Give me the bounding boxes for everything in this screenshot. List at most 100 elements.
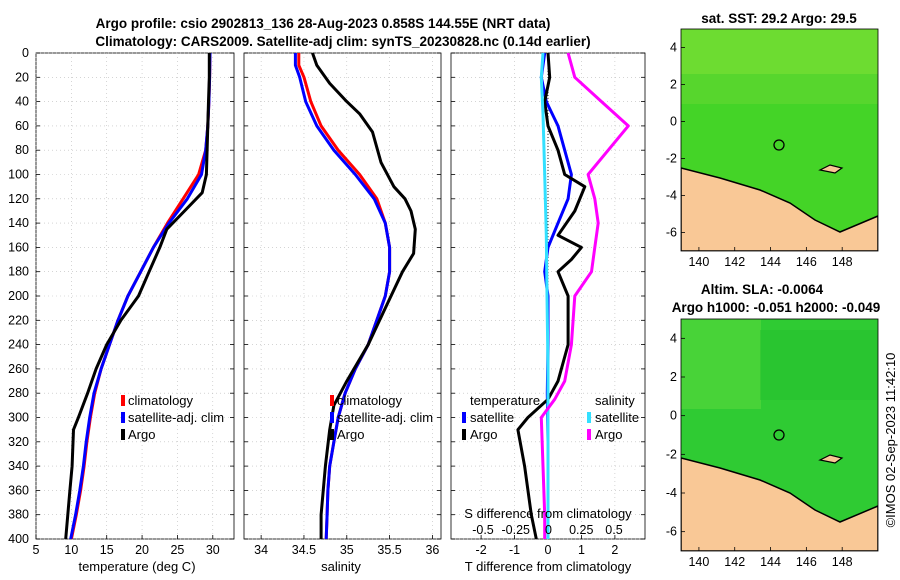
x-tick-label: 34.5 — [292, 543, 316, 557]
plot-frame — [243, 52, 442, 540]
map-y-tick-label: -2 — [666, 152, 677, 166]
sst-island — [818, 164, 844, 174]
depth-tick-label: 240 — [8, 338, 29, 352]
x2-tick-label: 0.5 — [605, 523, 622, 537]
sla-low-patch — [760, 330, 878, 400]
map-y-tick-label: 4 — [670, 331, 677, 345]
legend-header-salinity: salinity — [595, 393, 635, 408]
x-tick-label: 30 — [206, 543, 220, 557]
depth-tick-label: 400 — [8, 532, 29, 546]
salinity-legend: climatology satellite-adj. clim Argo — [330, 393, 433, 442]
depth-tick-label: 380 — [8, 508, 29, 522]
legend-swatch-climatology — [121, 395, 125, 406]
depth-tick-label: 220 — [8, 313, 29, 327]
legend-header-temperature: temperature — [470, 393, 540, 408]
salinity-panel: 34 34.5 35 35.5 36 — [243, 52, 442, 557]
map-x-tick-label: 146 — [796, 255, 817, 269]
argo-float-marker — [773, 429, 785, 441]
sla-map-title: Altim. SLA: -0.0064 — [701, 282, 824, 297]
depth-tick-label: 340 — [8, 459, 29, 473]
map-y-tick-label: 0 — [670, 409, 677, 423]
map-y-tick-label: 2 — [670, 78, 677, 92]
x-tick-label: 20 — [135, 543, 149, 557]
figure-subtitle: Climatology: CARS2009. Satellite-adj cli… — [95, 34, 590, 49]
sla-map — [680, 318, 879, 552]
legend-label-s-argo: Argo — [595, 427, 622, 442]
series-line-satellite-adj-clim — [293, 53, 392, 540]
legend-swatch-t-satellite — [462, 412, 466, 423]
x-tick-label: 34 — [254, 543, 268, 557]
depth-tick-label: 20 — [15, 70, 29, 84]
map-y-tick-label: 4 — [670, 41, 677, 55]
x-tick-label: 15 — [100, 543, 114, 557]
series-line-t-argo — [516, 52, 587, 540]
map-x-tick-label: 140 — [688, 555, 709, 569]
map-x-tick-label: 142 — [724, 555, 745, 569]
map-x-tick-label: 146 — [796, 555, 817, 569]
x-tick-label: 2 — [611, 543, 618, 557]
x2-tick-label: -0.5 — [472, 523, 494, 537]
depth-tick-label: 320 — [8, 435, 29, 449]
legend-swatch-satellite — [330, 412, 334, 423]
sst-map — [680, 28, 879, 252]
depth-tick-label: 300 — [8, 411, 29, 425]
sst-warm-band — [681, 29, 878, 74]
map-y-tick-label: -4 — [666, 486, 677, 500]
argo-float-marker — [773, 139, 785, 151]
x2-tick-label: 0 — [545, 523, 552, 537]
map-x-tick-label: 148 — [832, 255, 853, 269]
legend-label-satellite: satellite-adj. clim — [337, 410, 433, 425]
legend-swatch-argo — [330, 429, 334, 440]
map-x-tick-label: 144 — [760, 255, 781, 269]
map-y-tick-label: 2 — [670, 370, 677, 384]
s-difference-tick-labels: -0.5 -0.25 0 0.25 0.5 — [472, 523, 623, 537]
map-x-tick-label: 148 — [832, 555, 853, 569]
sst-map-title: sat. SST: 29.2 Argo: 29.5 — [701, 11, 857, 26]
difference-legend: temperature satellite Argo salinity sate… — [462, 393, 639, 442]
sla-high-patch — [681, 319, 761, 409]
depth-tick-label: 200 — [8, 289, 29, 303]
map-y-tick-label: -6 — [666, 226, 677, 240]
depth-tick-label: 120 — [8, 192, 29, 206]
x-tick-label: 0 — [545, 543, 552, 557]
x-tick-label: 35.5 — [377, 543, 401, 557]
temperature-panel: 5 10 15 20 25 30 — [33, 52, 235, 557]
depth-tick-label: 160 — [8, 240, 29, 254]
legend-label-satellite: satellite-adj. clim — [128, 410, 224, 425]
map-y-tick-label: -6 — [666, 525, 677, 539]
legend-swatch-s-argo — [587, 429, 591, 440]
depth-tick-label: 180 — [8, 265, 29, 279]
depth-tick-label: 280 — [8, 386, 29, 400]
x-tick-label: -2 — [476, 543, 487, 557]
legend-label-t-argo: Argo — [470, 427, 497, 442]
depth-tick-labels: 0 20 40 60 80 100 120 140 160 180 200 220 240 260 280 3… — [8, 46, 29, 546]
copyright-text: ©IMOS 02-Sep-2023 11:42:10 — [883, 353, 898, 528]
x2-tick-label: -0.25 — [502, 523, 531, 537]
x-tick-label: 10 — [64, 543, 78, 557]
x-tick-label: 1 — [578, 543, 585, 557]
legend-label-argo: Argo — [337, 427, 364, 442]
x2-tick-label: 0.25 — [569, 523, 593, 537]
sst-mid-band — [681, 74, 878, 104]
t-difference-xlabel: T difference from climatology — [465, 559, 632, 574]
legend-swatch-argo — [121, 429, 125, 440]
x-tick-label: 36 — [425, 543, 439, 557]
legend-swatch-s-satellite — [587, 412, 591, 423]
sst-land — [681, 167, 878, 251]
legend-swatch-satellite — [121, 412, 125, 423]
legend-label-climatology: climatology — [337, 393, 403, 408]
x-tick-label: 25 — [170, 543, 184, 557]
sla-land — [681, 457, 878, 551]
sst-map-frame — [680, 28, 879, 252]
x-tick-label: -1 — [509, 543, 520, 557]
sla-map-subtitle: Argo h1000: -0.051 h2000: -0.049 — [672, 300, 881, 315]
map-y-tick-label: -4 — [666, 189, 677, 203]
map-x-tick-label: 142 — [724, 255, 745, 269]
difference-panel: -2 -1 0 1 2 — [450, 52, 646, 557]
sla-island — [818, 454, 844, 464]
series-line-s-satellite — [539, 52, 550, 539]
depth-tick-label: 0 — [22, 46, 29, 60]
legend-swatch-t-argo — [462, 429, 466, 440]
legend-swatch-climatology — [330, 395, 334, 406]
